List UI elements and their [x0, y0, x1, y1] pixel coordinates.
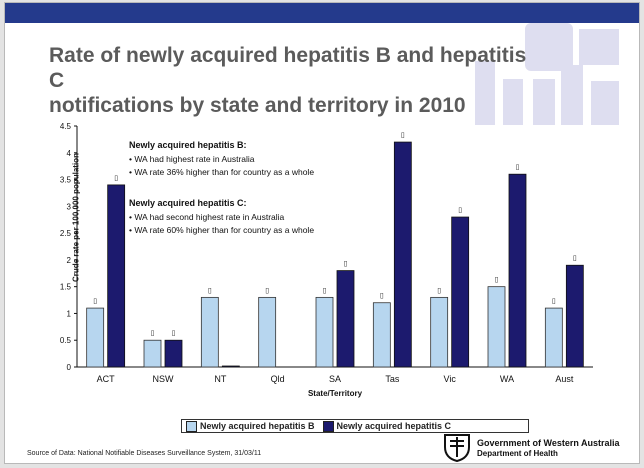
- bar-hep-c-sa: [336, 270, 355, 368]
- y-tick-label: 1.5: [60, 283, 72, 292]
- y-tick-label: 3: [67, 202, 72, 211]
- data-label-hep-b: ▯: [495, 277, 499, 284]
- government-logo: Government of Western Australia Departme…: [441, 431, 625, 463]
- data-label-hep-b: ▯: [265, 287, 269, 294]
- chart-legend: Newly acquired hepatitis B Newly acquire…: [181, 419, 529, 433]
- legend-label-hep-b: Newly acquired hepatitis B: [200, 421, 315, 431]
- bar-hep-b-qld: [258, 296, 277, 368]
- header-bar: [5, 3, 639, 23]
- x-category-label: NSW: [153, 374, 175, 384]
- source-note: Source of Data: National Notifiable Dise…: [27, 450, 262, 457]
- y-tick-label: 3.5: [60, 176, 72, 185]
- x-category-label: NT: [214, 374, 226, 384]
- hep-b-annotation-point-2: • WA rate 36% higher than for country as…: [129, 167, 314, 177]
- bar-hep-c-wa: [508, 173, 527, 368]
- chart-annotations: Newly acquired hepatitis B: • WA had hig…: [129, 140, 314, 235]
- data-label-hep-b: ▯: [323, 287, 327, 294]
- chart-bars: [86, 141, 584, 368]
- hep-c-annotation-heading: Newly acquired hepatitis C:: [129, 198, 247, 208]
- chart-title-line1: Rate of newly acquired hepatitis B and h…: [49, 44, 527, 92]
- y-tick-label: 1: [67, 309, 72, 318]
- bar-hep-c-vic: [451, 216, 470, 368]
- data-label-hep-c: ▯: [344, 261, 348, 268]
- chart-labels: ▯ ▯ ▯ ▯ ▯ ▯ ▯ ▯ ▯ ▯ ▯ ▯ ▯ ▯ ▯ ▯: [93, 132, 577, 337]
- data-label-hep-b: ▯: [552, 298, 556, 305]
- data-label-hep-c: ▯: [172, 330, 176, 337]
- bar-hep-c-nt: [221, 365, 240, 368]
- x-category-label: Qld: [271, 374, 285, 384]
- logo-text-government: Government of Western Australia: [477, 438, 620, 448]
- crest-icon: [444, 434, 470, 463]
- bar-hep-b-wa: [487, 286, 506, 368]
- y-tick-label: 2: [67, 256, 72, 265]
- bar-hep-b-act: [86, 307, 105, 368]
- chart-title-line2: notifications by state and territory in …: [49, 94, 466, 117]
- hep-c-annotation-point-1: • WA had second highest rate in Australi…: [129, 212, 285, 222]
- bar-chart: 0 0.5 1 1.5 2 2.5 3 3.5 4 4.5 ACT NSW NT Qld SA Tas Vic W…: [60, 122, 593, 398]
- x-category-label: Vic: [443, 374, 456, 384]
- chart-axes: 0 0.5 1 1.5 2 2.5 3 3.5 4 4.5 ACT NSW NT Qld SA Tas Vic W…: [60, 122, 593, 398]
- hep-b-annotation-heading: Newly acquired hepatitis B:: [129, 140, 247, 150]
- data-label-hep-b: ▯: [93, 298, 97, 305]
- legend-swatch-hep-c: [322, 420, 334, 432]
- data-label-hep-c: ▯: [114, 175, 118, 182]
- data-label-hep-c: ▯: [401, 132, 405, 139]
- bar-hep-b-nsw: [143, 339, 162, 368]
- data-label-hep-c: ▯: [458, 207, 462, 214]
- bar-hep-b-sa: [315, 296, 334, 368]
- x-axis-label: State/Territory: [308, 389, 363, 398]
- legend-swatch-hep-b: [186, 420, 197, 432]
- bar-hep-b-vic: [430, 296, 449, 368]
- data-label-hep-b: ▯: [380, 293, 384, 300]
- y-tick-label: 4.5: [60, 122, 72, 131]
- legend-label-hep-c: Newly acquired hepatitis C: [336, 421, 452, 431]
- bar-hep-c-nsw: [164, 339, 183, 368]
- slide: Rate of newly acquired hepatitis B and h…: [4, 2, 640, 464]
- bar-hep-b-nt: [200, 296, 219, 368]
- hep-c-annotation-point-2: • WA rate 60% higher than for country as…: [129, 225, 314, 235]
- data-label-hep-c: ▯: [516, 164, 520, 171]
- x-category-label: ACT: [97, 374, 116, 384]
- bar-hep-b-aust: [544, 307, 563, 368]
- x-category-label: Aust: [555, 374, 574, 384]
- data-label-hep-b: ▯: [208, 287, 212, 294]
- bar-hep-b-tas: [372, 302, 391, 368]
- y-tick-label: 4: [67, 149, 72, 158]
- logo-text-department: Department of Health: [477, 449, 558, 458]
- data-label-hep-c: ▯: [573, 255, 577, 262]
- data-label-hep-b: ▯: [437, 287, 441, 294]
- bar-hep-c-tas: [393, 141, 412, 368]
- legend-item-hep-b: Newly acquired hepatitis B: [186, 420, 315, 432]
- y-tick-label: 0.5: [60, 336, 72, 345]
- bar-hep-c-act: [107, 184, 126, 368]
- bar-hep-c-aust: [565, 264, 584, 368]
- legend-item-hep-c: Newly acquired hepatitis C: [322, 420, 452, 432]
- y-tick-label: 0: [67, 363, 72, 372]
- chart-title: Rate of newly acquired hepatitis B and h…: [49, 43, 529, 118]
- x-category-label: Tas: [385, 374, 400, 384]
- watermark-graphic: [475, 23, 619, 125]
- hep-b-annotation-point-1: • WA had highest rate in Australia: [129, 154, 255, 164]
- x-category-label: SA: [329, 374, 341, 384]
- data-label-hep-b: ▯: [151, 330, 155, 337]
- y-tick-label: 2.5: [60, 229, 72, 238]
- x-category-label: WA: [500, 374, 514, 384]
